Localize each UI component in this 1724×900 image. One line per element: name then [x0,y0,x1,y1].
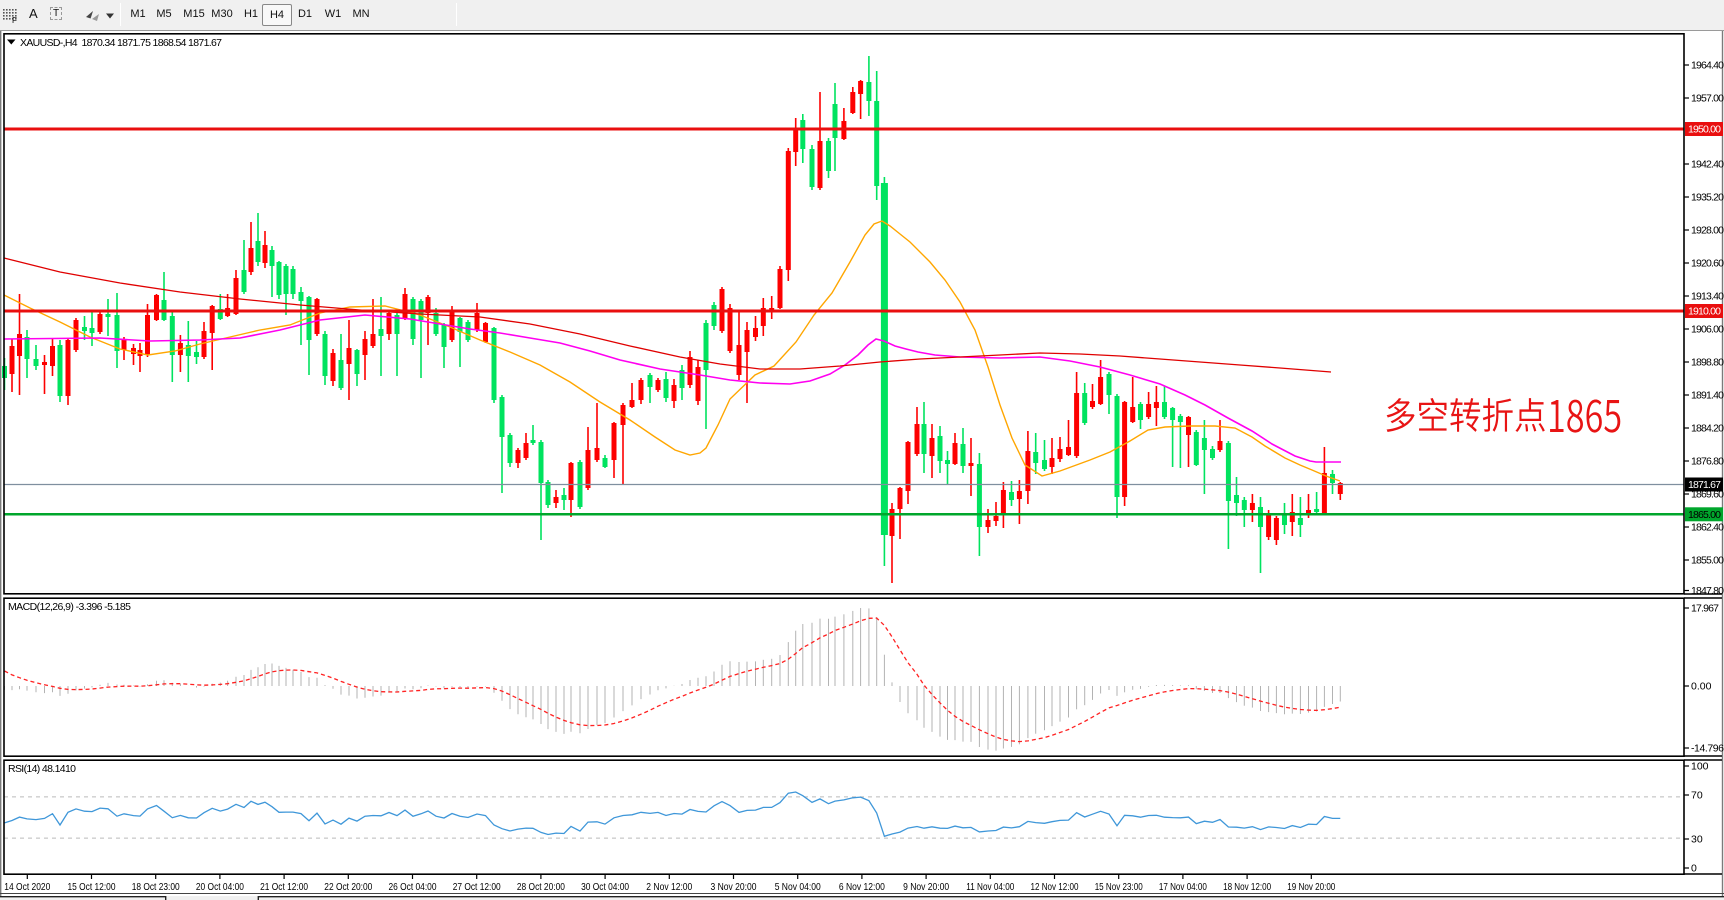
svg-text:MACD(12,26,9) -3.396 -5.185: MACD(12,26,9) -3.396 -5.185 [8,601,131,613]
svg-text:1935.20: 1935.20 [1691,192,1724,204]
svg-text:1862.40: 1862.40 [1691,522,1724,534]
svg-text:1910.00: 1910.00 [1688,306,1721,318]
svg-text:1898.80: 1898.80 [1691,357,1724,369]
svg-text:RSI(14) 48.1410: RSI(14) 48.1410 [8,763,76,775]
svg-text:5 Nov 04:00: 5 Nov 04:00 [775,881,821,893]
svg-text:19 Nov 20:00: 19 Nov 20:00 [1287,881,1335,893]
svg-text:6 Nov 12:00: 6 Nov 12:00 [839,881,885,893]
svg-text:14 Oct 2020: 14 Oct 2020 [4,881,50,893]
svg-text:26 Oct 04:00: 26 Oct 04:00 [389,881,437,893]
svg-text:22 Oct 20:00: 22 Oct 20:00 [324,881,372,893]
svg-text:1964.40: 1964.40 [1691,60,1724,72]
svg-text:100: 100 [1691,761,1709,773]
svg-text:1913.40: 1913.40 [1691,291,1724,303]
svg-text:70: 70 [1691,790,1703,802]
svg-text:-14.796: -14.796 [1691,743,1724,755]
svg-text:18 Nov 12:00: 18 Nov 12:00 [1223,881,1271,893]
svg-text:18 Oct 23:00: 18 Oct 23:00 [132,881,180,893]
svg-text:1876.80: 1876.80 [1691,456,1724,468]
svg-text:20 Oct 04:00: 20 Oct 04:00 [196,881,244,893]
svg-text:1847.80: 1847.80 [1691,585,1724,597]
svg-text:1957.00: 1957.00 [1691,93,1724,105]
svg-text:27 Oct 12:00: 27 Oct 12:00 [453,881,501,893]
svg-text:1942.40: 1942.40 [1691,159,1724,171]
svg-text:0: 0 [1691,863,1697,875]
svg-text:15 Nov 23:00: 15 Nov 23:00 [1095,881,1143,893]
svg-text:28 Oct 20:00: 28 Oct 20:00 [517,881,565,893]
svg-text:21 Oct 12:00: 21 Oct 12:00 [260,881,308,893]
svg-text:XAUUSD-,H4 1870.34 1871.75 18: XAUUSD-,H4 1870.34 1871.75 1868.54 1871.… [20,37,222,49]
svg-text:30: 30 [1691,834,1703,846]
svg-text:F: F [12,16,17,24]
svg-text:17 Nov 04:00: 17 Nov 04:00 [1159,881,1207,893]
svg-text:1920.60: 1920.60 [1691,258,1724,270]
svg-text:1928.00: 1928.00 [1691,225,1724,237]
svg-text:1906.00: 1906.00 [1691,324,1724,336]
svg-text:1950.00: 1950.00 [1688,124,1721,136]
svg-text:1891.40: 1891.40 [1691,390,1724,402]
svg-text:3 Nov 20:00: 3 Nov 20:00 [711,881,757,893]
svg-text:11 Nov 04:00: 11 Nov 04:00 [966,881,1014,893]
svg-text:9 Nov 20:00: 9 Nov 20:00 [903,881,949,893]
svg-text:2 Nov 12:00: 2 Nov 12:00 [646,881,692,893]
svg-text:30 Oct 04:00: 30 Oct 04:00 [581,881,629,893]
svg-text:1855.00: 1855.00 [1691,555,1724,567]
svg-text:17.967: 17.967 [1691,603,1719,615]
svg-text:1884.20: 1884.20 [1691,423,1724,435]
svg-text:15 Oct 12:00: 15 Oct 12:00 [68,881,116,893]
svg-text:1865.00: 1865.00 [1688,509,1721,521]
svg-text:0.00: 0.00 [1691,681,1712,693]
svg-text:1871.67: 1871.67 [1688,479,1721,491]
svg-text:12 Nov 12:00: 12 Nov 12:00 [1031,881,1079,893]
